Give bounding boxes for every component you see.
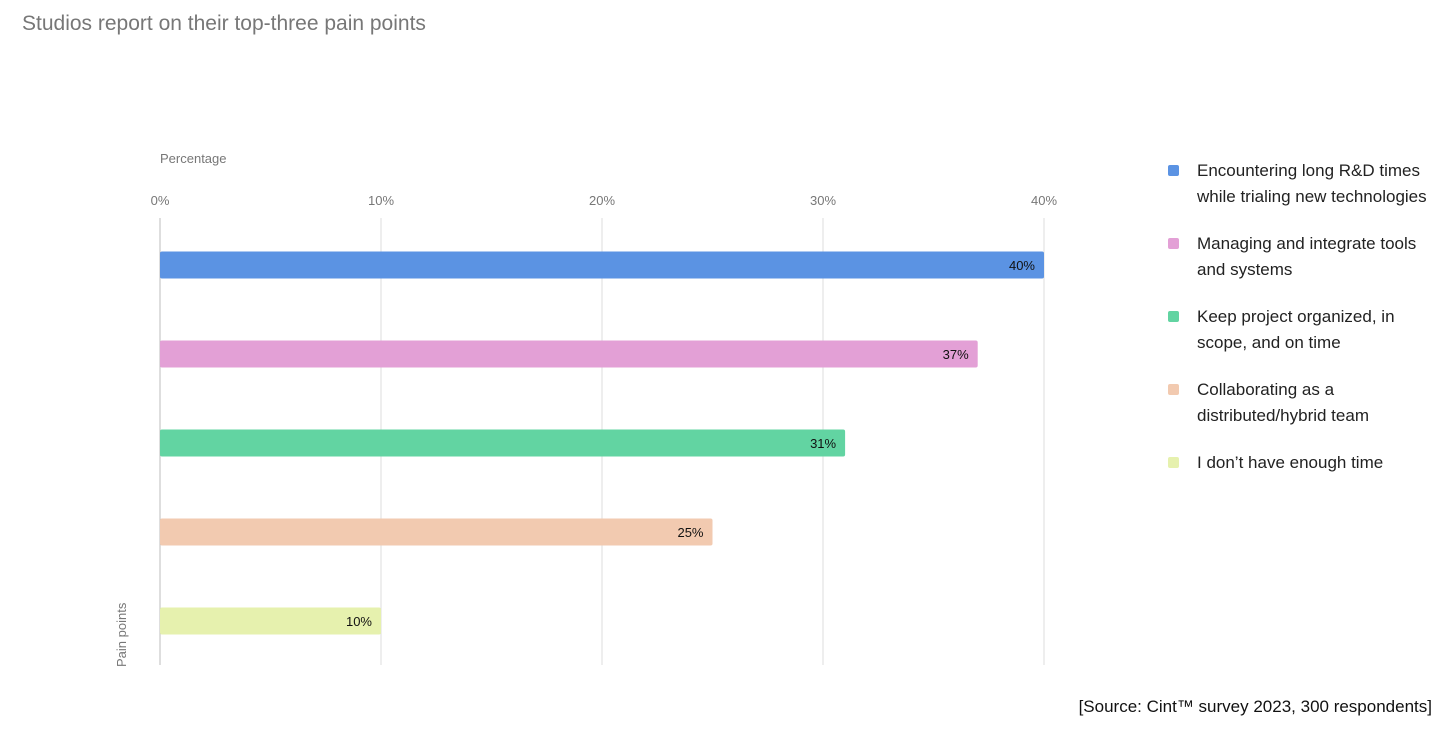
bar bbox=[160, 251, 1044, 279]
legend-swatch bbox=[1168, 384, 1179, 395]
bar bbox=[160, 607, 381, 635]
legend-label: Collaborating as a distributed/hybrid te… bbox=[1197, 380, 1369, 425]
legend-swatch bbox=[1168, 165, 1179, 176]
legend-swatch bbox=[1168, 457, 1179, 468]
bar bbox=[160, 429, 846, 457]
bar-data-label: 40% bbox=[1009, 258, 1035, 273]
bar bbox=[160, 518, 713, 546]
legend-item: Encountering long R&D times while triali… bbox=[1168, 158, 1448, 210]
bar-data-label: 37% bbox=[943, 347, 969, 362]
bar-data-label: 31% bbox=[810, 436, 836, 451]
x-tick-label: 0% bbox=[151, 193, 170, 208]
x-axis-label: Percentage bbox=[160, 151, 227, 166]
legend-swatch bbox=[1168, 238, 1179, 249]
x-tick-label: 10% bbox=[368, 193, 394, 208]
source-note: [Source: Cint™ survey 2023, 300 responde… bbox=[1078, 697, 1432, 716]
legend-label: Keep project organized, in scope, and on… bbox=[1197, 307, 1395, 352]
legend-item: Managing and integrate tools and systems bbox=[1168, 231, 1448, 283]
legend-item: Collaborating as a distributed/hybrid te… bbox=[1168, 377, 1448, 429]
legend-item: I don’t have enough time bbox=[1168, 450, 1448, 476]
bar-data-label: 25% bbox=[677, 525, 703, 540]
bar-chart: 0% 10% 20% 30% 40% 40% 37% 31% 25% 10% Percentag… bbox=[114, 151, 1057, 667]
chart-legend: Encountering long R&D times while triali… bbox=[1168, 158, 1448, 497]
x-tick-label: 30% bbox=[810, 193, 836, 208]
legend-swatch bbox=[1168, 311, 1179, 322]
legend-item: Keep project organized, in scope, and on… bbox=[1168, 304, 1448, 356]
legend-label: Encountering long R&D times while triali… bbox=[1197, 161, 1427, 206]
bar-data-label: 10% bbox=[346, 614, 372, 629]
y-axis-label: Pain points bbox=[114, 602, 129, 667]
legend-label: I don’t have enough time bbox=[1197, 453, 1384, 472]
x-tick-label: 20% bbox=[589, 193, 615, 208]
x-tick-label: 40% bbox=[1031, 193, 1057, 208]
bar bbox=[160, 340, 978, 368]
chart-title: Studios report on their top-three pain p… bbox=[22, 12, 426, 35]
legend-label: Managing and integrate tools and systems bbox=[1197, 234, 1417, 279]
